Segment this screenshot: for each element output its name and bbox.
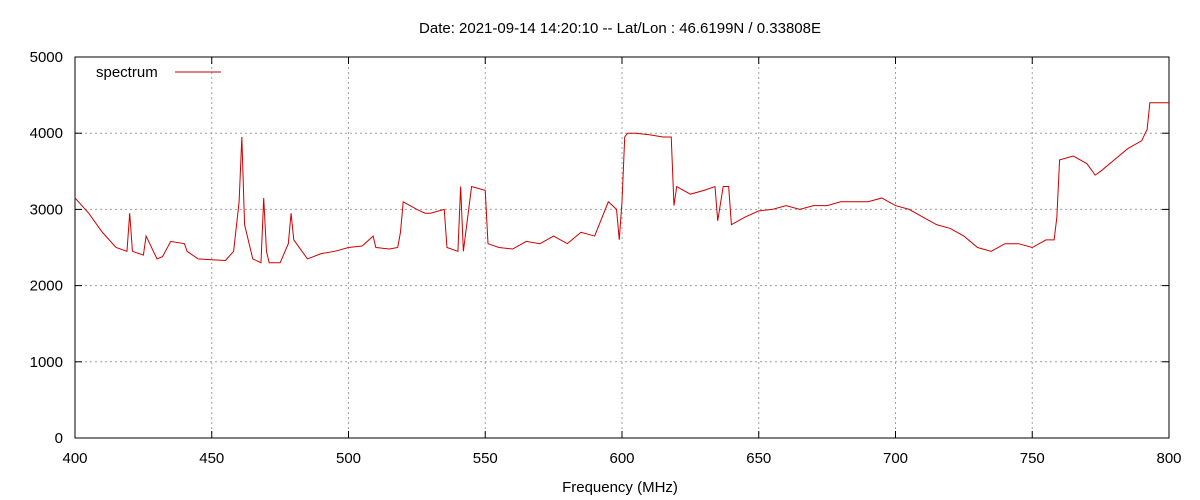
y-tick-label: 3000 [30,201,63,218]
chart-title: Date: 2021-09-14 14:20:10 -- Lat/Lon : 4… [419,20,821,37]
x-tick-label: 450 [199,450,224,467]
x-tick-label: 650 [746,450,771,467]
legend-label: spectrum [96,64,158,81]
grid [75,57,1169,438]
y-tick-label: 0 [55,430,63,447]
x-tick-label: 700 [883,450,908,467]
x-axis-ticks: 400 450 500 550 600 650 700 750 800 [62,57,1182,467]
x-tick-label: 750 [1020,450,1045,467]
y-tick-label: 2000 [30,278,63,295]
x-tick-label: 550 [473,450,498,467]
x-tick-label: 600 [609,450,634,467]
x-tick-label: 400 [62,450,87,467]
x-tick-label: 800 [1156,450,1181,467]
y-tick-label: 5000 [30,49,63,66]
y-axis-ticks: 0 1000 2000 3000 4000 5000 [30,49,1169,447]
series-line-spectrum [74,102,1169,264]
x-tick-label: 500 [336,450,361,467]
y-tick-label: 1000 [30,354,63,371]
x-axis-label: Frequency (MHz) [562,479,678,496]
y-tick-label: 4000 [30,125,63,142]
